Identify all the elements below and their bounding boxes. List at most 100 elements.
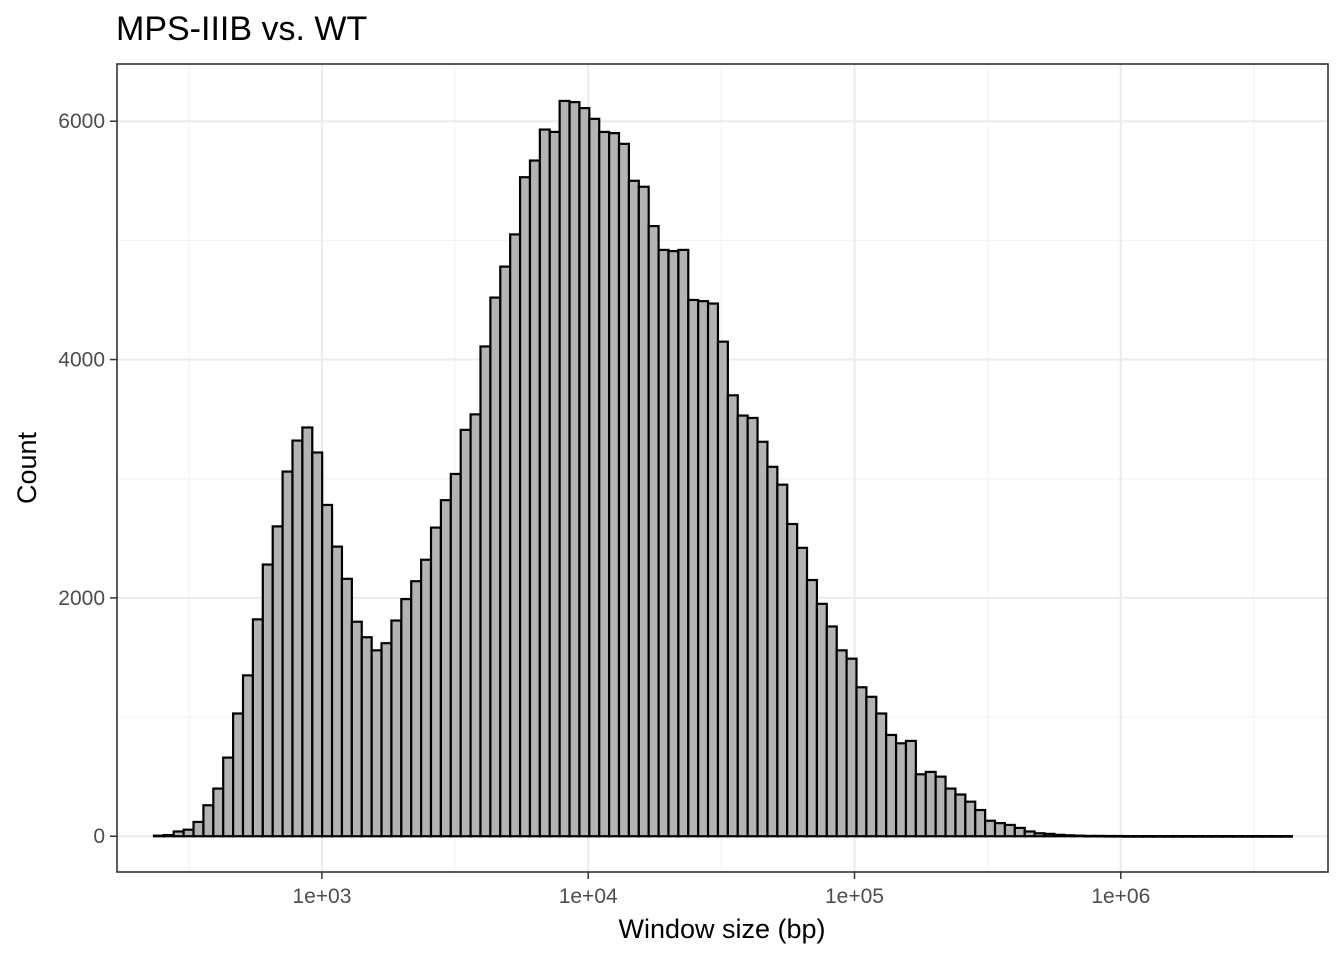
histogram-bar [1122, 835, 1135, 838]
histogram-bar [182, 828, 195, 838]
histogram-bars [152, 99, 1293, 838]
histogram-bar [1152, 835, 1165, 838]
y-axis: 0 2000 4000 6000 [58, 110, 117, 848]
histogram-bar [400, 597, 413, 838]
histogram-bar [716, 340, 729, 838]
histogram-bar [1023, 830, 1036, 838]
histogram-bar [340, 577, 353, 838]
histogram-bar [222, 756, 235, 838]
histogram-bar [420, 558, 433, 838]
x-tick-label: 1e+04 [559, 885, 618, 908]
histogram-bar [796, 546, 809, 838]
histogram-bar [578, 106, 591, 838]
histogram-bar [1003, 823, 1016, 838]
histogram-bar [924, 770, 937, 838]
histogram-bar [617, 142, 631, 838]
histogram-bar [1112, 834, 1125, 838]
histogram-bar [1280, 835, 1293, 838]
histogram-bar [608, 132, 621, 838]
histogram-bar [469, 413, 482, 838]
histogram-bar [528, 159, 541, 838]
histogram-bar [321, 503, 334, 838]
histogram-bar [548, 130, 561, 838]
histogram-bar [667, 250, 680, 838]
histogram-bar [588, 117, 601, 838]
x-tick-label: 1e+03 [292, 885, 351, 908]
histogram-bar [439, 499, 452, 838]
histogram-bar [1270, 835, 1284, 838]
histogram-bar [271, 525, 284, 838]
histogram-bar [202, 804, 215, 838]
histogram-bar [855, 686, 868, 838]
histogram-bar [449, 472, 462, 838]
histogram-bar [360, 636, 373, 838]
histogram-bar [914, 773, 927, 838]
histogram-bar [291, 439, 304, 838]
histogram-bar [212, 787, 225, 838]
plot-panel [116, 63, 1329, 873]
histogram-bar [241, 674, 255, 838]
histogram-bar [350, 620, 363, 838]
histogram-bar [687, 298, 700, 838]
histogram-bar [835, 649, 848, 838]
histogram-bar [281, 470, 294, 838]
histogram-bar [974, 808, 987, 838]
histogram-bar [1172, 835, 1185, 838]
histogram-bar [964, 800, 977, 838]
x-tick-label: 1e+06 [1091, 885, 1150, 908]
histogram-bar [697, 300, 710, 838]
histogram-bar [1073, 834, 1086, 838]
histogram-bar [845, 657, 858, 838]
chart-title: MPS-IIIB vs. WT [116, 10, 367, 48]
x-axis: 1e+03 1e+04 1e+05 1e+06 [292, 872, 1150, 908]
histogram-bar [993, 822, 1007, 838]
histogram-bar [944, 787, 957, 838]
histogram-bar [1063, 834, 1076, 838]
y-tick-label: 2000 [58, 587, 105, 610]
y-axis-title: Count [12, 431, 42, 504]
histogram-bar [311, 451, 324, 838]
histogram-bar [489, 296, 502, 838]
histogram-bar [637, 185, 650, 838]
histogram-bar [766, 465, 779, 838]
histogram-bar [251, 618, 264, 838]
histogram-bar [568, 101, 581, 838]
histogram-bar [706, 302, 720, 838]
y-tick-label: 0 [93, 825, 105, 848]
histogram-bar [1013, 826, 1026, 838]
histogram-bar [1201, 835, 1214, 838]
y-tick-label: 6000 [58, 110, 105, 133]
histogram-bar [1221, 835, 1234, 838]
histogram-bar [815, 602, 828, 838]
histogram-bar [726, 394, 739, 838]
histogram-bar [152, 834, 165, 838]
histogram-bar [459, 428, 472, 838]
histogram-bar [261, 563, 274, 838]
histogram-bar [479, 345, 492, 838]
histogram-bar [736, 414, 749, 838]
histogram-bar [1082, 834, 1096, 838]
histogram-bar [410, 580, 423, 838]
histogram-bar [330, 545, 344, 838]
histogram-bar [1162, 835, 1175, 838]
y-tick-label: 4000 [58, 349, 105, 372]
histogram-bar [172, 830, 185, 838]
histogram-bar [1251, 835, 1264, 838]
x-tick-label: 1e+05 [825, 885, 884, 908]
histogram-bar [499, 265, 512, 838]
histogram-bar [390, 619, 403, 838]
histogram-bar [429, 526, 443, 838]
histogram-bar [756, 440, 769, 838]
histogram-bar [677, 248, 690, 838]
x-axis-title: Window size (bp) [618, 914, 825, 944]
histogram-bar [1132, 835, 1145, 838]
histogram-bar [192, 820, 205, 838]
histogram-bar [558, 99, 571, 838]
histogram-bar [162, 833, 175, 838]
histogram-bar [1181, 835, 1195, 838]
histogram-bar [1241, 835, 1254, 838]
histogram-bar [647, 224, 660, 838]
histogram-bar [825, 625, 838, 838]
histogram-bar [865, 695, 878, 838]
histogram-bar [984, 819, 997, 838]
